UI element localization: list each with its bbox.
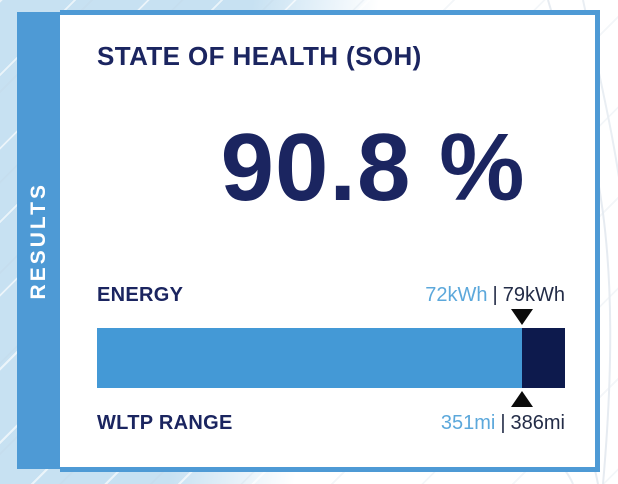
energy-label: ENERGY [97, 284, 184, 306]
energy-current-value: 72kWh [425, 284, 488, 306]
energy-value-separator: | [492, 284, 498, 306]
soh-bar [97, 328, 565, 388]
wltp-max-value: 386mi [510, 412, 565, 434]
energy-value: 72kWh | 79kWh [425, 284, 565, 307]
soh-bar-remainder-segment [521, 328, 565, 388]
soh-result-card: STATE OF HEALTH (SOH) 90.8 % ENERGY 72kW… [60, 10, 600, 472]
wltp-range-value: 351mi | 386mi [441, 412, 565, 435]
soh-bar-chart [97, 309, 565, 407]
soh-percentage-value: 90.8 % [220, 114, 526, 221]
wltp-range-row: WLTP RANGE 351mi | 386mi [97, 412, 565, 435]
wltp-range-label: WLTP RANGE [97, 412, 233, 434]
soh-bar-current-segment [97, 328, 522, 388]
card-title: STATE OF HEALTH (SOH) [97, 41, 422, 71]
energy-max-value: 79kWh [502, 284, 565, 306]
results-sidebar-tab: RESULTS [17, 12, 60, 469]
results-sidebar-label: RESULTS [26, 181, 50, 300]
energy-row: ENERGY 72kWh | 79kWh [97, 284, 565, 307]
wltp-current-value: 351mi [440, 412, 496, 434]
marker-up-icon [510, 391, 533, 407]
wltp-value-separator: | [500, 412, 506, 434]
marker-down-icon [510, 309, 533, 325]
